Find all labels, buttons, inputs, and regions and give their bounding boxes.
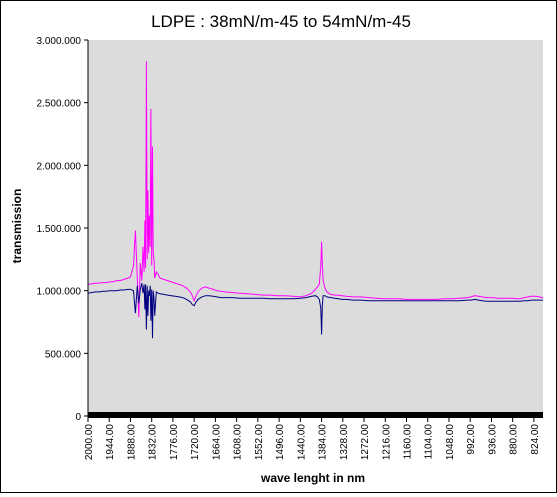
- x-tick-label: 1104.00: [424, 424, 435, 460]
- x-axis-label: wave lenght in nm: [260, 471, 365, 485]
- x-tick-label: 1944.00: [105, 424, 116, 461]
- x-tick-label: 1776.00: [169, 424, 180, 461]
- x-tick-label: 1216.00: [381, 424, 392, 461]
- chart-title: LDPE : 38mN/m-45 to 54mN/m-45: [151, 12, 411, 31]
- y-tick-label: 1.500.000: [37, 224, 82, 235]
- x-tick-label: 1888.00: [126, 424, 137, 461]
- x-tick-label: 1720.00: [190, 424, 201, 461]
- x-tick-label: 1664.00: [211, 424, 222, 461]
- y-tick-label: 500.000: [45, 349, 82, 360]
- x-axis-ticks: 2000.00 1944.00 1888.00 1832.00 1776.00 1720.…: [84, 416, 541, 460]
- x-tick-label: 1384.00: [318, 424, 329, 461]
- series-line-2: [87, 282, 543, 339]
- y-axis-ticks: 0 500.000 1.000.000 1.500.000 2.000.000 2.500…: [37, 36, 88, 423]
- series-line-1: [87, 61, 544, 318]
- x-tick-label: 936.00: [487, 424, 498, 455]
- y-tick-label: 2.000.000: [37, 161, 82, 172]
- series-layer: [87, 61, 544, 339]
- x-tick-label: 1328.00: [339, 424, 350, 461]
- plot-area: [88, 40, 543, 413]
- y-tick-label: 0: [75, 412, 81, 423]
- x-tick-label: 1608.00: [233, 424, 244, 461]
- x-tick-label: 1440.00: [296, 424, 307, 461]
- y-axis-label: transmission: [10, 189, 24, 264]
- x-tick-label: 824.00: [530, 424, 541, 455]
- x-tick-label: 1832.00: [148, 424, 159, 461]
- x-tick-label: 1160.00: [403, 424, 414, 460]
- x-tick-label: 880.00: [509, 424, 520, 455]
- x-tick-label: 1048.00: [445, 424, 456, 461]
- x-tick-label: 2000.00: [84, 424, 95, 461]
- y-tick-label: 1.000.000: [37, 287, 82, 298]
- x-tick-label: 1552.00: [254, 424, 265, 461]
- x-axis-bar: [88, 412, 543, 418]
- y-tick-label: 2.500.000: [37, 99, 82, 110]
- x-tick-label: 992.00: [466, 424, 477, 455]
- x-tick-label: 1496.00: [275, 424, 286, 461]
- x-tick-label: 1272.00: [360, 424, 371, 461]
- y-tick-label: 3.000.000: [37, 36, 82, 47]
